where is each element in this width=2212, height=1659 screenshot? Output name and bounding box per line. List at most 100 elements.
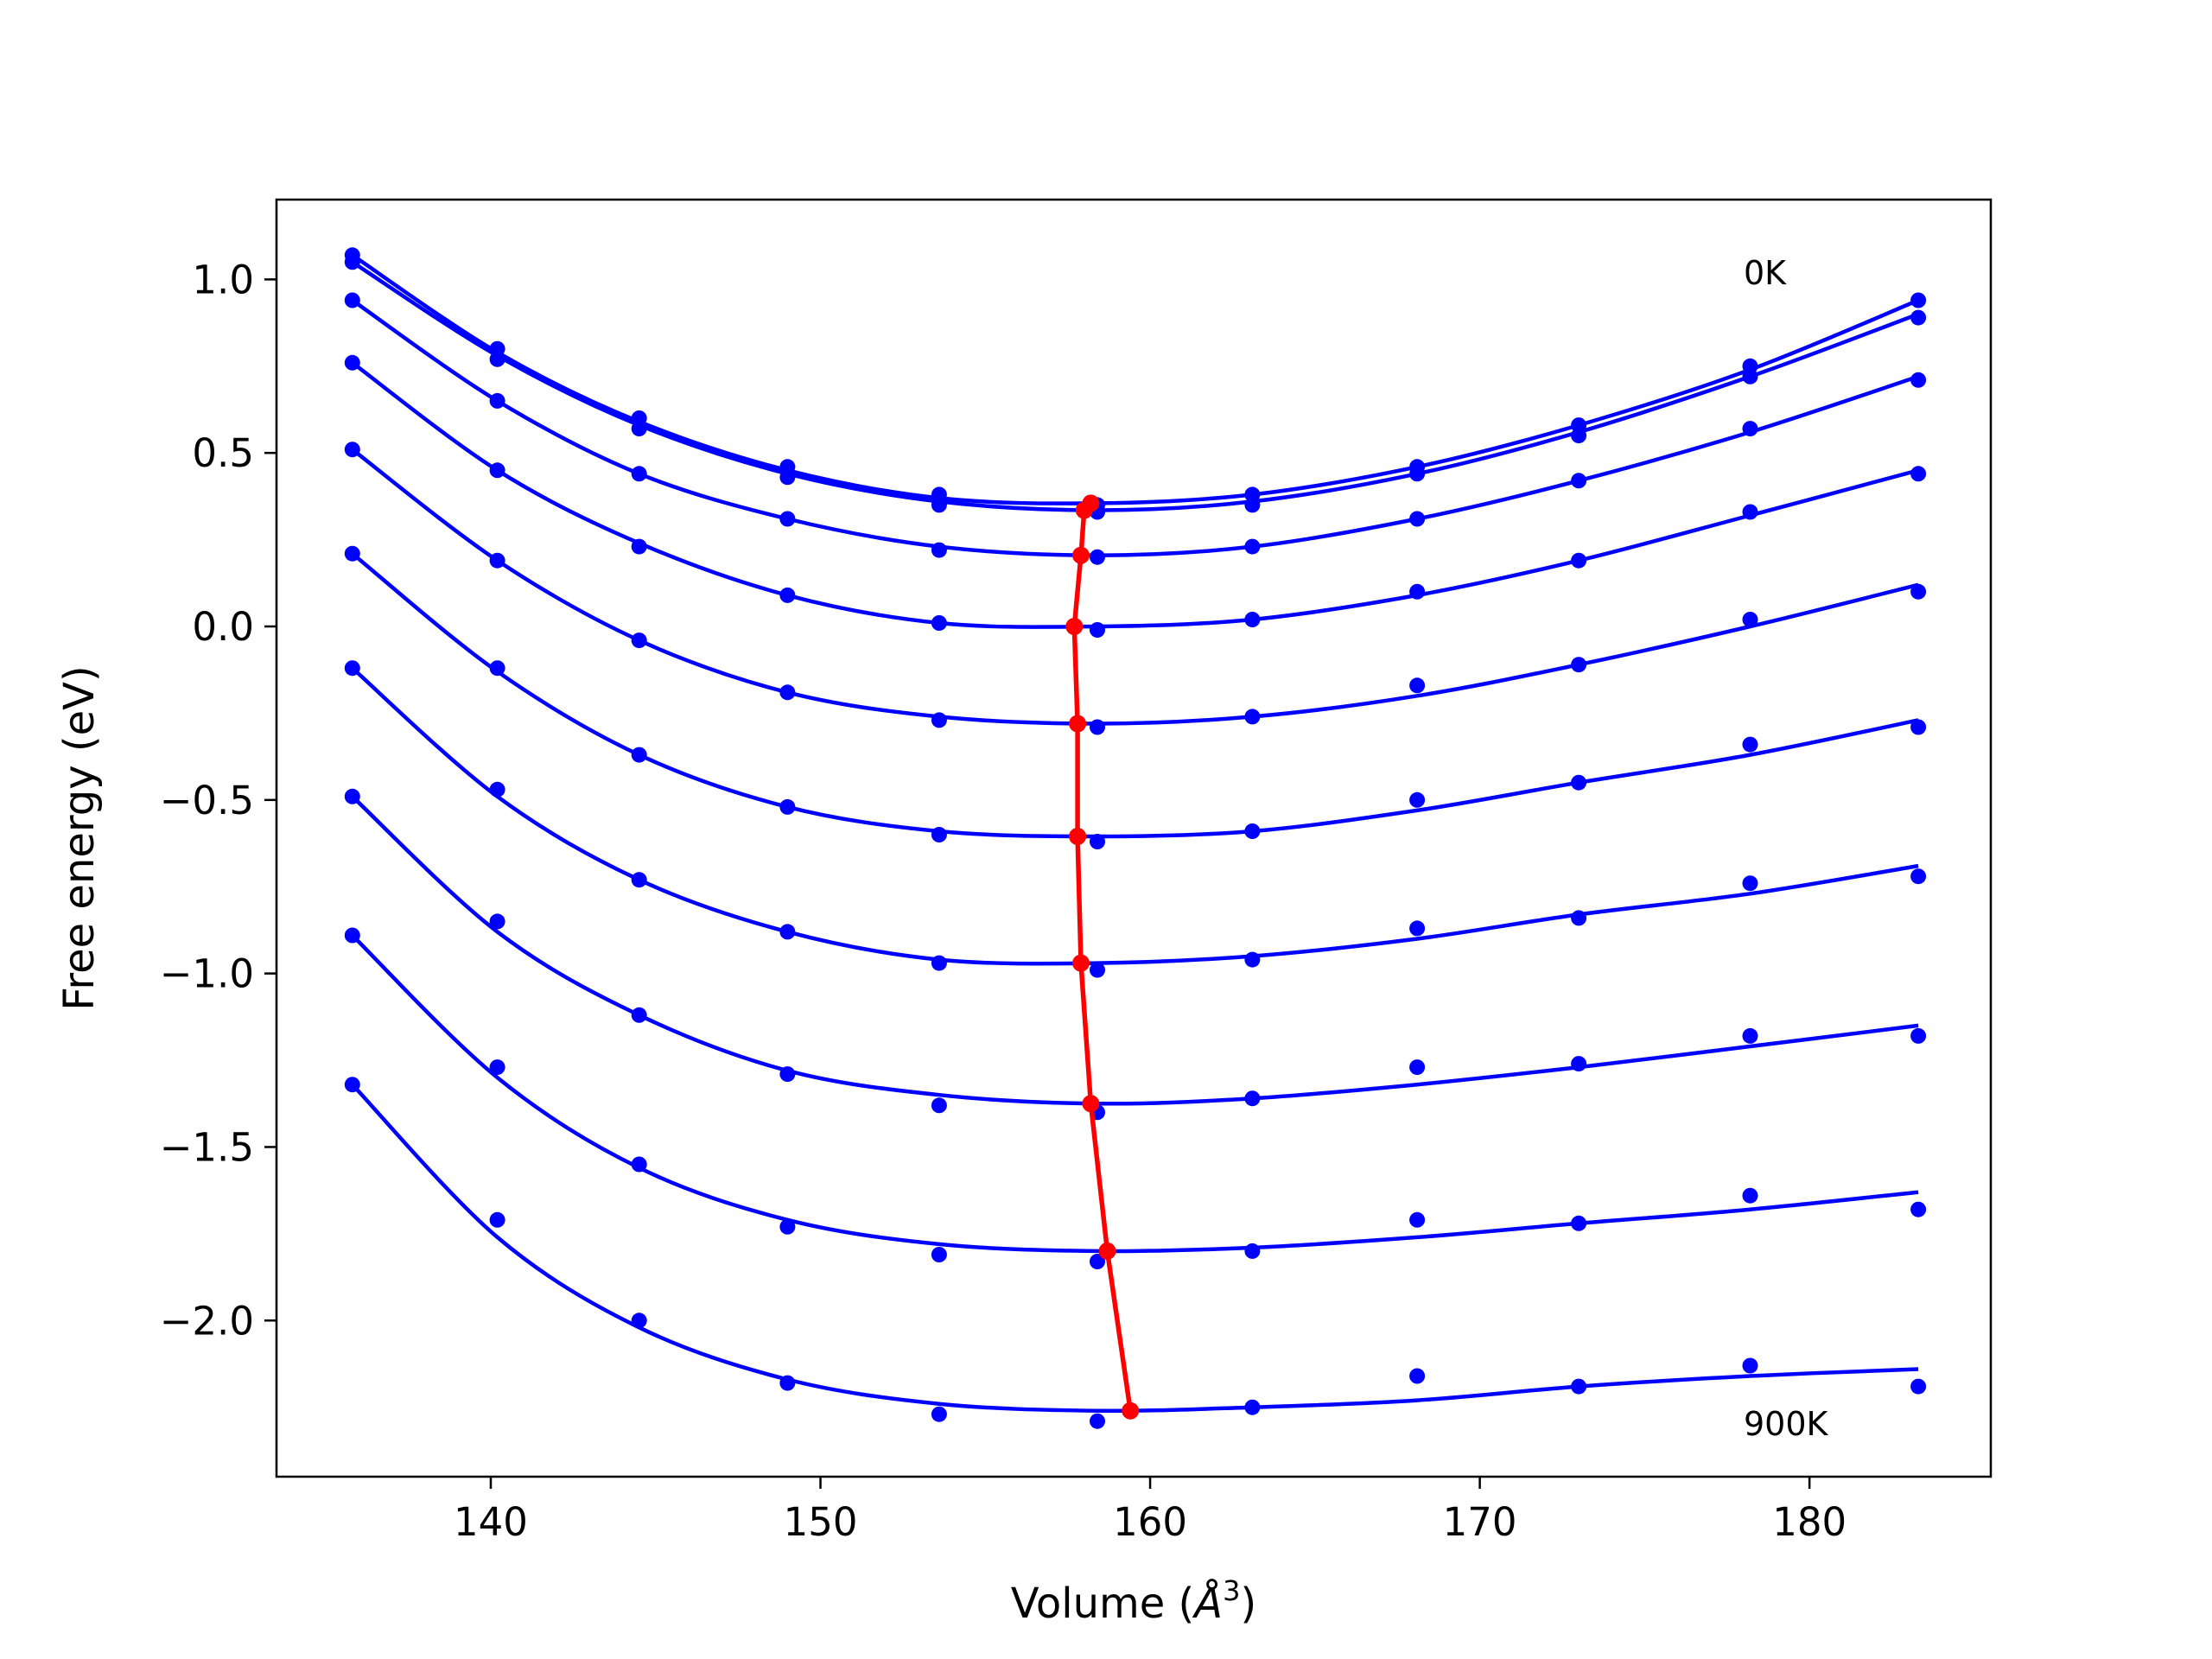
series-0-fit-curve (351, 253, 1919, 505)
x-axis-label: Volume (Å3) (1011, 1574, 1256, 1628)
series-2-point (1910, 372, 1927, 388)
series-9-point (779, 1375, 796, 1391)
x-axis-label-text: Volume ( (1011, 1580, 1195, 1628)
x-tick-label: 140 (454, 1499, 528, 1545)
series-2 (344, 292, 1927, 565)
series-2-point (1090, 549, 1105, 565)
x-tick-label: 150 (784, 1499, 858, 1545)
series-2-point (344, 292, 360, 308)
min-path-line (1071, 501, 1133, 1412)
series-6-point (344, 660, 360, 677)
series-7-point (344, 788, 360, 804)
series-7-point (489, 913, 505, 930)
x-axis-label-unit: Å (1192, 1579, 1223, 1628)
series-9-point (489, 1211, 505, 1228)
series-1-point (344, 254, 360, 270)
series-6-point (1742, 875, 1758, 892)
series-5-point (779, 798, 796, 815)
series-6-fit-curve (351, 666, 1919, 966)
series-3 (344, 354, 1927, 638)
series-7-point (779, 1066, 796, 1083)
series-5-point (1742, 736, 1758, 753)
series-4-point (1742, 612, 1758, 627)
series-1-point (931, 497, 947, 513)
x-axis-label-exponent: 3 (1223, 1574, 1240, 1607)
series-6-point (631, 872, 647, 888)
min-path-point (1122, 1402, 1140, 1420)
x-axis: 140 150 160 170 180 (454, 1477, 1847, 1545)
series-7-point (1409, 1059, 1426, 1076)
series-7 (344, 788, 1927, 1121)
min-path-point (1082, 1095, 1100, 1113)
series-1-point (779, 469, 796, 486)
series-8-fit-curve (351, 933, 1919, 1254)
series-2-point (1244, 538, 1261, 555)
series-5-point (344, 545, 360, 562)
series-9-point (1571, 1378, 1587, 1395)
series-3-point (1571, 552, 1587, 569)
y-tick-label: 1.0 (192, 257, 254, 302)
series-8-point (1244, 1243, 1261, 1259)
series-9-point (1090, 1413, 1105, 1429)
series-8-point (1910, 1201, 1927, 1217)
series-2-point (489, 392, 505, 409)
series-3-point (1409, 583, 1426, 600)
series-4-fit-curve (351, 448, 1919, 726)
series-6-point (1910, 868, 1927, 885)
min-path-point (1072, 954, 1090, 972)
series-8-point (1571, 1215, 1587, 1231)
y-tick-label: 0.0 (192, 604, 254, 650)
series-7-point (1571, 1056, 1587, 1072)
series-2-fit-curve (351, 298, 1919, 557)
series-4-point (631, 632, 647, 649)
series-3-point (1244, 612, 1261, 627)
series-6-point (779, 924, 796, 940)
series-6-point (931, 955, 947, 971)
annotation-0k: 0K (1744, 254, 1787, 292)
series-4-point (779, 684, 796, 701)
series-5-point (631, 747, 647, 763)
series-0 (344, 247, 1927, 513)
series-1-point (631, 421, 647, 437)
series-4-point (1910, 583, 1927, 600)
series-9-point (344, 1077, 360, 1093)
series-4-point (489, 552, 505, 569)
series-2-point (631, 466, 647, 482)
series-4-point (1571, 657, 1587, 673)
series-3-point (779, 587, 796, 603)
series-8-point (631, 1156, 647, 1173)
min-path-point (1075, 501, 1093, 519)
series-8-point (1409, 1211, 1426, 1228)
series-2-point (779, 511, 796, 527)
series-6-point (1409, 920, 1426, 937)
series-9-point (1409, 1368, 1426, 1384)
series-9-fit-curve (351, 1083, 1919, 1414)
series-7-point (1910, 1027, 1927, 1044)
y-axis-label: Free energy (eV) (55, 665, 104, 1010)
series-6-point (489, 781, 505, 798)
y-tick-label: −1.0 (160, 951, 254, 997)
series-5-point (1090, 834, 1105, 849)
series-5 (344, 545, 1927, 849)
series-5-point (1244, 823, 1261, 839)
series-3-point (931, 615, 947, 631)
series-4-point (1409, 677, 1426, 694)
series-6-point (1571, 910, 1587, 926)
series-4 (344, 442, 1927, 735)
series-4-point (1090, 719, 1105, 735)
x-tick-label: 170 (1443, 1499, 1517, 1545)
series-9-point (1910, 1378, 1927, 1395)
series-4-point (344, 442, 360, 458)
x-axis-label-close: ) (1240, 1580, 1256, 1628)
series-4-point (1244, 709, 1261, 725)
y-tick-label: −1.5 (160, 1124, 254, 1170)
series-6-point (1090, 962, 1105, 978)
series-1-point (1571, 428, 1587, 444)
series-5-point (1910, 719, 1927, 735)
series-9-point (1244, 1399, 1261, 1415)
series-1-point (1910, 309, 1927, 326)
min-path-layer (1065, 494, 1140, 1420)
series-1-point (1742, 368, 1758, 385)
series-7-point (931, 1097, 947, 1114)
min-path-point (1072, 546, 1090, 564)
